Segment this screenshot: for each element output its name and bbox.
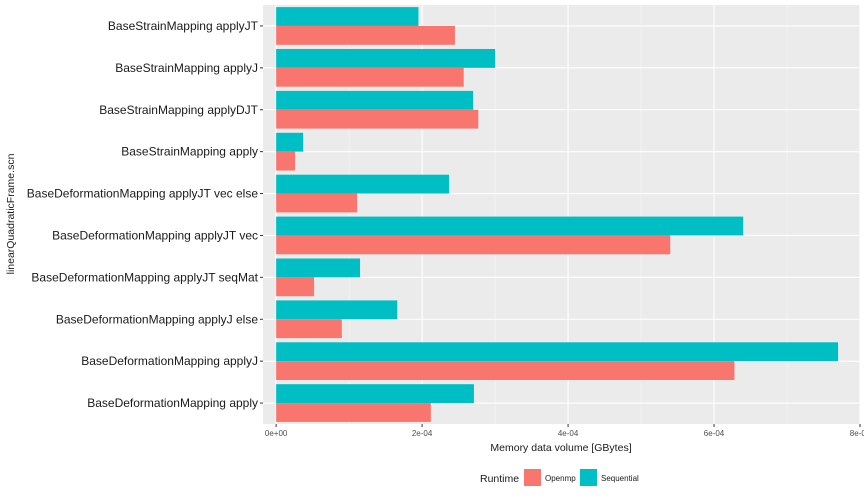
category-label: BaseDeformationMapping applyJ else: [56, 312, 258, 326]
bar-sequential: [276, 300, 398, 320]
category-label: BaseStrainMapping applyDJT: [99, 103, 258, 117]
category-label: BaseDeformationMapping applyJ: [81, 354, 258, 368]
category-label: BaseStrainMapping applyJT: [108, 19, 259, 33]
bar-sequential: [276, 7, 419, 26]
legend-label-sequential: Sequential: [601, 474, 639, 483]
bar-openmp: [276, 151, 296, 171]
x-tick-label: 8e-04: [850, 429, 864, 438]
bar-sequential: [276, 132, 304, 152]
x-tick-label: 6e-04: [704, 429, 725, 438]
category-label: BaseDeformationMapping applyJT seqMat: [31, 270, 258, 284]
bar-sequential: [276, 90, 474, 110]
bars: [276, 7, 839, 422]
legend: Runtime Openmp Sequential: [480, 469, 639, 486]
x-axis-ticks: 0e+00 2e-04 4e-04 6e-04 8e-04: [265, 424, 864, 438]
bar-openmp: [276, 109, 479, 129]
bar-sequential: [276, 48, 496, 68]
category-labels: BaseStrainMapping applyJT BaseStrainMappi…: [27, 19, 263, 410]
category-label: BaseDeformationMapping applyJT vec: [52, 228, 258, 242]
x-tick-label: 2e-04: [412, 429, 433, 438]
bar-sequential: [276, 342, 839, 362]
legend-title: Runtime: [480, 473, 519, 485]
y-axis-title: linearQuadraticFrame.scn: [5, 153, 17, 274]
category-label: BaseStrainMapping apply: [121, 145, 258, 159]
legend-key-sequential: [580, 469, 597, 486]
x-tick-label: 0e+00: [265, 429, 288, 438]
bar-sequential: [276, 174, 450, 194]
bar-sequential: [276, 258, 361, 278]
bar-sequential: [276, 384, 474, 404]
bar-openmp: [276, 67, 464, 87]
bar-openmp: [276, 361, 735, 381]
category-label: BaseDeformationMapping applyJT vec else: [27, 187, 259, 201]
bar-openmp: [276, 319, 342, 339]
bar-sequential: [276, 216, 744, 236]
x-tick-label: 4e-04: [558, 429, 579, 438]
bar-openmp: [276, 235, 671, 255]
bar-openmp: [276, 25, 455, 45]
bar-openmp: [276, 277, 315, 297]
bar-openmp: [276, 403, 431, 422]
category-label: BaseDeformationMapping apply: [87, 396, 258, 410]
x-axis-title: Memory data volume [GBytes]: [490, 442, 631, 454]
bar-openmp: [276, 193, 358, 213]
category-label: BaseStrainMapping applyJ: [115, 61, 258, 75]
legend-key-openmp: [524, 469, 541, 486]
legend-label-openmp: Openmp: [545, 474, 576, 483]
